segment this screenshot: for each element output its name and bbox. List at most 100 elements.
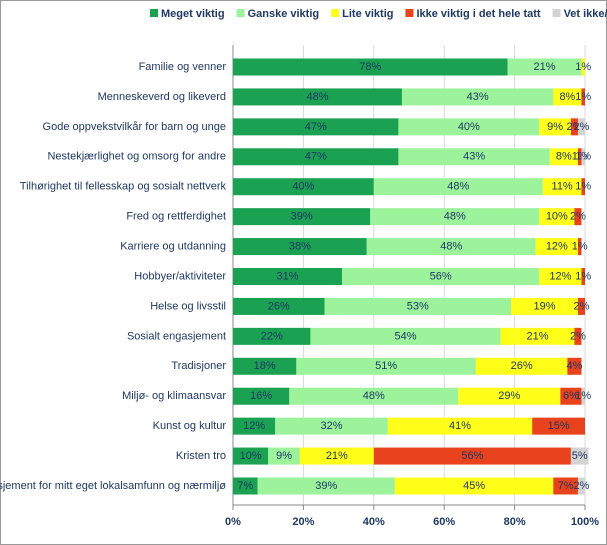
value-label: 2% (574, 480, 590, 492)
bar-segment (539, 268, 582, 285)
legend-swatch (150, 9, 158, 17)
bar-segment (577, 477, 585, 495)
bar-segment (342, 268, 540, 285)
bar-segment (289, 387, 459, 405)
bar-segment (577, 297, 585, 315)
bar-segment (324, 297, 512, 315)
value-label: 26% (511, 360, 533, 372)
value-label: 1% (575, 181, 591, 193)
value-label: 1% (575, 270, 591, 282)
value-label: 56% (430, 270, 452, 282)
legend-swatch (331, 9, 340, 17)
value-label: 38% (289, 240, 311, 252)
bar-segment (560, 387, 582, 405)
bar-segment (539, 118, 571, 136)
value-label: 16% (250, 390, 272, 402)
bar-segment (581, 88, 585, 106)
value-label: 2% (574, 300, 590, 312)
category-label: Engasjement for mitt eget lokalsamfunn o… (0, 480, 226, 492)
bar-segment (401, 88, 554, 106)
bar-segment (233, 387, 290, 405)
bar-segment (268, 447, 300, 465)
bar-segment (257, 477, 395, 495)
bar-segment (574, 208, 582, 226)
value-label: 48% (440, 240, 462, 252)
category-label: Tilhørighet til fellesskap og sosialt ne… (20, 181, 227, 193)
bar-segment (233, 148, 399, 166)
bar-segment (581, 178, 585, 196)
value-label: 8% (559, 91, 575, 103)
value-label: 32% (321, 420, 343, 432)
value-label: 12% (243, 420, 265, 432)
bar-segment (233, 268, 343, 285)
value-label: 22% (261, 330, 283, 342)
bar-segment (233, 327, 311, 345)
value-label: 15% (548, 420, 570, 432)
bar-segment (507, 58, 582, 76)
value-label: 6% (563, 390, 579, 402)
x-tick-label: 100% (571, 516, 599, 528)
bar-segment (475, 357, 568, 375)
value-label: 56% (461, 450, 483, 462)
bar-segment (373, 178, 543, 196)
value-label: 48% (306, 91, 328, 103)
value-label: 12% (546, 240, 568, 252)
category-label: Kristen tro (176, 450, 226, 462)
category-label: Hobbyer/aktiviteter (134, 270, 226, 282)
category-label: Miljø- og klimaansvar (122, 390, 226, 402)
value-label: 39% (315, 480, 337, 492)
bar-segment (394, 477, 554, 495)
value-label: 39% (291, 211, 313, 223)
value-label: 26% (268, 300, 290, 312)
value-label: 48% (363, 390, 385, 402)
value-label: 41% (449, 420, 471, 432)
value-label: 9% (276, 450, 292, 462)
bar-segment (233, 297, 325, 315)
bar-segment (535, 238, 578, 256)
bar-segment (275, 417, 388, 435)
value-label: 21% (326, 450, 348, 462)
value-label: 47% (305, 121, 327, 133)
value-label: 21% (526, 330, 548, 342)
value-label: 2% (574, 121, 590, 133)
value-label: 43% (467, 91, 489, 103)
value-label: 7% (237, 480, 253, 492)
category-label: Gode oppvekstvilkår for barn og unge (43, 121, 226, 133)
value-label: 19% (534, 300, 556, 312)
value-label: 1% (572, 240, 588, 252)
bar-segment (233, 178, 374, 196)
value-label: 8% (556, 151, 572, 163)
legend-label: Ikke viktig i det hele tatt (416, 8, 540, 20)
bar-segment (577, 238, 582, 256)
bar-segment (233, 417, 276, 435)
bar-segment (299, 447, 374, 465)
category-label: Kunst og kultur (153, 420, 227, 432)
bar-segment (310, 327, 501, 345)
category-label: Helse og livsstil (150, 300, 226, 312)
bar-segment (398, 148, 550, 166)
bar-segment (458, 387, 561, 405)
bar-segment (296, 357, 476, 375)
x-tick-label: 20% (292, 516, 314, 528)
value-label: 40% (458, 121, 480, 133)
legend-swatch (236, 9, 245, 17)
bar-segment (581, 148, 585, 166)
value-label: 51% (375, 360, 397, 372)
value-label: 2% (570, 330, 586, 342)
bar-segment (233, 58, 508, 76)
bar-segment (581, 387, 585, 405)
value-label: 48% (444, 211, 466, 223)
value-label: 12% (549, 270, 571, 282)
bar-segment (398, 118, 540, 136)
legend-label: Vet ikke/ikke aktuelt (564, 8, 607, 20)
value-label: 5% (572, 450, 588, 462)
legend-label: Ganske viktig (248, 8, 320, 20)
value-label: 1% (575, 61, 591, 73)
bar-segment (370, 208, 540, 226)
bar-segment (233, 477, 258, 495)
bar-segment (233, 118, 399, 136)
value-label: 2% (570, 211, 586, 223)
bar-segment (581, 58, 585, 76)
legend-swatch (552, 9, 561, 17)
x-tick-label: 0% (225, 516, 241, 528)
